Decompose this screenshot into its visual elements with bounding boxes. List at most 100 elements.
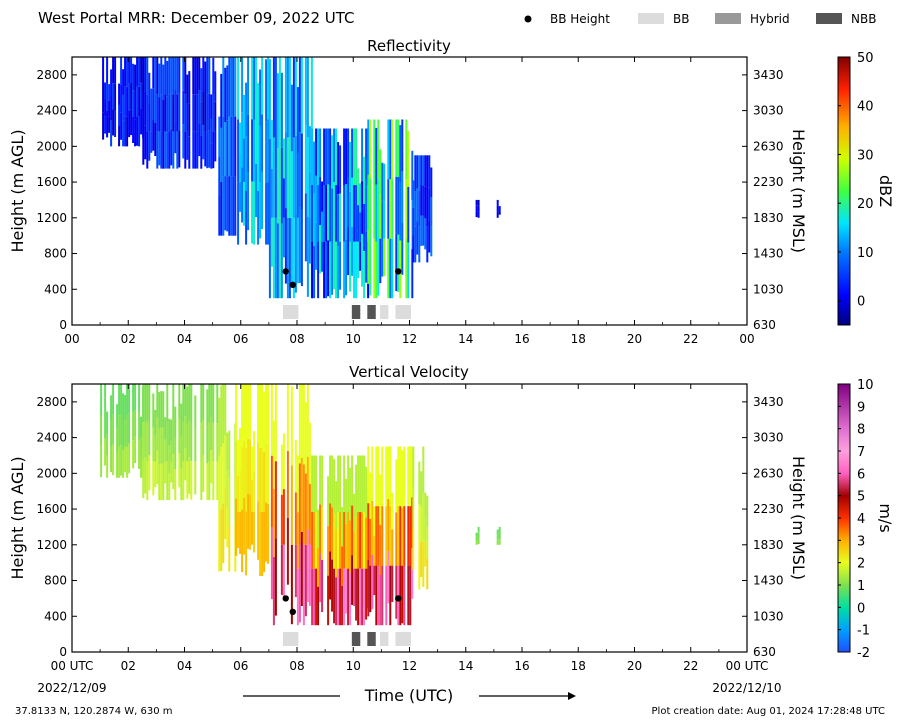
echo-cell [226,176,229,232]
echo-cell [365,179,368,232]
echo-cell [226,432,229,471]
echo-cell [343,568,346,626]
echo-cell [182,90,185,125]
echo-cell [144,457,147,494]
echo-cell [272,217,275,299]
echo-cell [158,392,161,429]
x-tick-label: 10 [346,659,361,673]
echo-cell [300,209,303,287]
echo-cell [116,428,119,454]
echo-cell [216,384,219,424]
echo-cell [148,454,151,491]
reflectivity-title: Reflectivity [367,37,451,55]
echo-cell [412,207,415,236]
echo-cell [409,446,412,507]
echo-cell [375,446,378,507]
echo-cell [170,129,173,166]
echo-cell [337,512,340,569]
echo-cell [329,455,332,504]
echo-cell [377,178,380,237]
echo-cell [323,241,326,299]
plot-creation-date: Plot creation date: Aug 01, 2024 17:28:4… [652,706,885,717]
colorbar-tick-label: 3 [857,534,865,549]
echo-cell [311,455,314,513]
echo-cell [108,116,111,133]
echo-cell [249,494,252,550]
echo-cell [259,384,262,448]
echo-cell [420,541,423,577]
echo-segment [270,384,311,626]
echo-cell [367,446,370,504]
echo-cell [359,568,362,626]
echo-cell [353,241,356,299]
echo-cell [416,188,419,222]
echo-segment [496,526,501,545]
x-tick-label: 20 [627,659,642,673]
echo-cell [210,143,213,169]
colorbar-tick-label: -1 [857,624,870,639]
echo-cell [407,565,410,626]
colorbar-tick-label: 0 [857,295,865,310]
echo-cell [154,409,157,436]
echo-cell [363,203,366,251]
echo-cell [222,176,225,236]
echo-cell [418,155,421,191]
echo-cell [138,440,141,469]
echo-cell [210,119,213,144]
echo-cell [247,438,250,494]
echo-cell [134,119,137,147]
y2-tick-label: 2630 [753,139,784,153]
colorbar-tick-label: 20 [857,197,874,212]
colorbar-tick-label: 6 [857,467,865,482]
echo-cell [278,57,281,138]
echo-cell [162,64,165,100]
echo-cell [222,57,225,117]
echo-cell [411,548,414,599]
x-tick-label: 06 [233,332,248,346]
echo-cell [373,565,376,596]
echo-cell [345,523,348,569]
echo-cell [351,555,354,605]
echo-cell [267,119,270,182]
echo-cell [259,182,262,239]
echo-cell [498,526,501,533]
echo-cell [274,538,277,616]
echo-cell [319,455,322,505]
y2-tick-label: 1430 [753,247,784,261]
echo-cell [387,498,390,552]
echo-cell [148,419,151,455]
echo-cell [300,57,303,134]
echo-cell [329,128,332,186]
echo-cell [239,512,242,554]
echo-segment [311,455,370,626]
colorbar-tick-label: 0 [857,601,865,616]
x-tick-label: 08 [289,332,304,346]
echo-cell [367,503,370,560]
echo-cell [395,176,398,234]
echo-cell [351,177,354,227]
echo-cell [108,100,111,117]
echo-cell [116,453,119,478]
echo-cell [339,241,342,290]
echo-cell [290,84,293,152]
echo-cell [280,147,283,224]
x-tick-label: 08 [289,659,304,673]
echo-cell [112,109,115,136]
bb-height-point [282,595,289,602]
echo-cell [184,94,187,132]
echo-cell [218,196,221,236]
echo-cell [124,57,127,87]
echo-cell [126,116,129,147]
echo-cell [170,419,173,441]
echo-cell [270,527,273,600]
echo-segment [237,57,270,245]
echo-cell [178,418,181,453]
echo-cell [329,241,332,299]
echo-cell [385,565,388,626]
echo-cell [317,185,320,242]
echo-cell [186,103,189,132]
echo-cell [178,384,181,419]
echo-cell [261,114,264,172]
echo-cell [138,86,141,117]
echo-cell [418,191,421,227]
